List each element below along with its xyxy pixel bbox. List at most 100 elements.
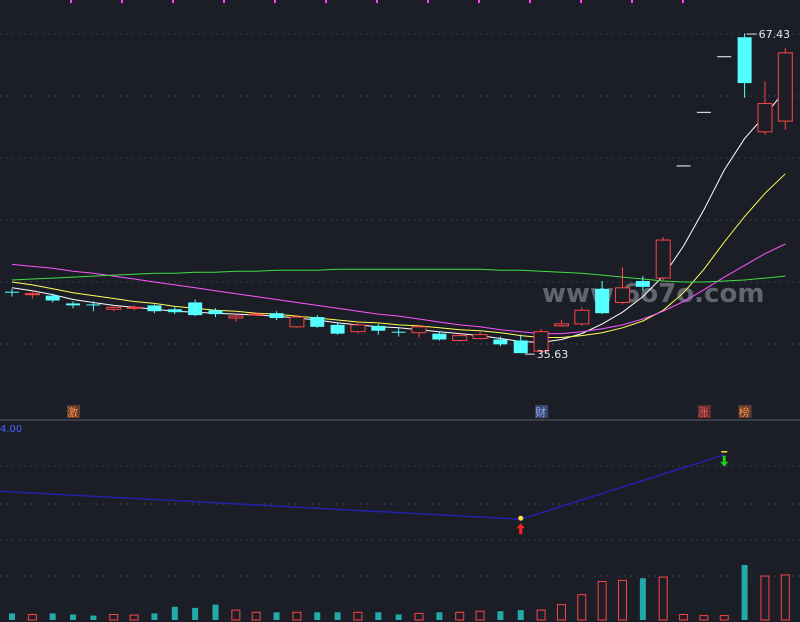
candle-body [86,304,101,306]
badge-bg [67,405,81,418]
volume-bar [27,614,37,621]
top-tick [529,0,531,3]
ma-line-2 [11,243,786,335]
candle-body [411,326,427,334]
volume-bar [741,565,748,620]
top-tick [325,0,327,3]
candle-body [167,309,182,313]
candle-body [289,316,305,328]
candle-body [330,324,345,334]
indicator-line [0,454,725,520]
volume-bar [658,576,668,621]
volume-bar [639,578,646,620]
candle-body [472,334,488,340]
volume-bar [171,606,178,620]
candle-body [615,287,630,303]
volume-bar [70,614,77,620]
candle-body [595,288,610,314]
candle-body [248,313,264,316]
volume-bar [395,614,402,620]
top-tick [427,0,429,3]
candle-body [635,281,650,287]
volume-bar [436,612,443,620]
badge-bg [738,405,752,418]
volume-bar [517,610,524,620]
volume-bar [212,604,219,620]
top-tick [478,0,480,3]
top-tick [274,0,276,3]
watermark: www.6o7o.com [542,279,764,309]
candle-body [533,331,549,352]
volume-bar [719,615,729,621]
top-tick [121,0,123,3]
volume-bar [9,613,15,620]
badge-0: 激 [67,405,78,419]
buy-dot [518,515,524,521]
badge-1: 财 [535,405,546,419]
volume-bar [556,604,566,621]
candle-body [493,339,508,345]
top-tick [631,0,633,3]
candle-body [350,324,366,333]
volume-bar [231,609,241,621]
top-tick [580,0,582,3]
indicator-axis-label: 4.00 [0,424,22,435]
candle-body [126,306,142,309]
volume-bar [699,615,709,621]
volume-bar [375,612,382,620]
candle-body [269,313,284,319]
buy-arrow [516,523,525,535]
volume-bar [151,613,158,620]
ma-line-3 [11,268,786,283]
volume-bar [90,615,97,620]
low-label: 35.63 [537,348,569,361]
candle-body [574,309,590,325]
volume-bar [109,614,119,621]
candle-body [553,323,569,327]
volume-bar [129,614,139,621]
high-label: 67.43 [759,28,791,41]
top-tick [70,0,72,3]
top-tick [376,0,378,3]
volume-bar [314,612,321,620]
top-tick [682,0,684,3]
volume-bar [536,609,546,621]
volume-bar [475,610,485,621]
candle-body [45,295,60,301]
candle-body [310,317,325,327]
volume-bar [618,579,627,621]
top-tick [172,0,174,3]
candle-body [5,291,19,293]
volume-bar [251,611,261,621]
volume-bar [497,611,504,620]
candle-body [777,52,793,122]
candle-body [513,340,528,354]
volume-bar [414,612,424,621]
volume-bar [455,611,465,621]
volume-bar [273,612,280,620]
badge-bg [697,405,711,418]
candle-body [432,333,447,340]
candle-body [188,302,203,316]
badge-bg [535,405,549,418]
volume-bar [780,574,790,621]
candle-body [24,293,40,296]
sell-arrow [720,455,729,467]
candle-body [371,325,386,331]
top-tick [223,0,225,3]
volume-bar [192,607,199,620]
volume-bar [292,611,302,621]
candle-body [208,310,223,315]
candle-body [452,335,468,341]
badge-2: 涨 [698,406,709,419]
volume-bar [353,611,363,621]
candle-body [737,37,752,84]
candle-body [757,103,773,133]
volume-bar [760,575,770,621]
candle-body [106,306,122,310]
candle-body [228,315,244,319]
candle-body [655,239,671,279]
candle-body [147,305,162,312]
volume-bar [577,594,587,621]
